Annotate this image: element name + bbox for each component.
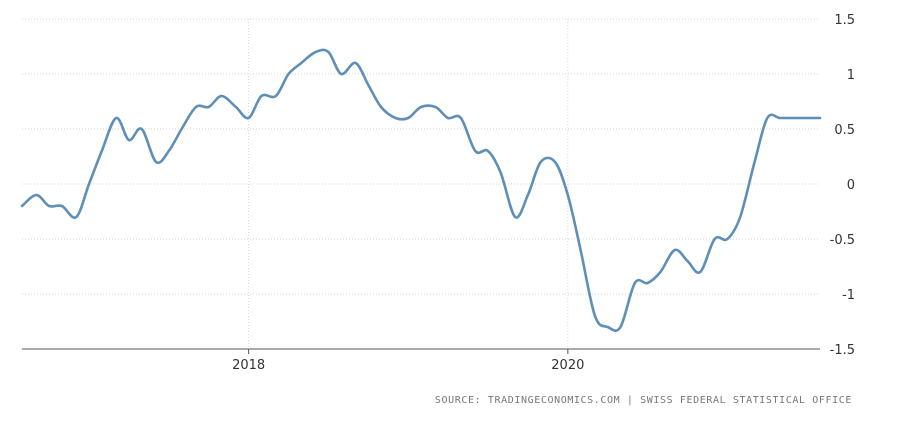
y-tick-label: 0 bbox=[847, 178, 855, 193]
y-axis: 1.5 1 0.5 0 -0.5 -1 -1.5 bbox=[830, 13, 855, 358]
y-tick-label: -1.5 bbox=[830, 343, 855, 358]
x-tick-label: 2020 bbox=[551, 358, 584, 373]
x-axis: 2018 2020 bbox=[232, 358, 584, 373]
series-group bbox=[20, 48, 822, 332]
y-tick-label: -0.5 bbox=[830, 233, 855, 248]
series-line bbox=[20, 48, 822, 332]
y-tick-label: 1.5 bbox=[834, 13, 855, 28]
grid bbox=[22, 18, 820, 354]
y-tick-label: 1 bbox=[847, 68, 855, 83]
x-tick-label: 2018 bbox=[232, 358, 265, 373]
y-tick-label: -1 bbox=[842, 288, 855, 303]
y-tick-label: 0.5 bbox=[834, 123, 855, 138]
source-note: SOURCE: TRADINGECONOMICS.COM | SWISS FED… bbox=[434, 395, 852, 406]
